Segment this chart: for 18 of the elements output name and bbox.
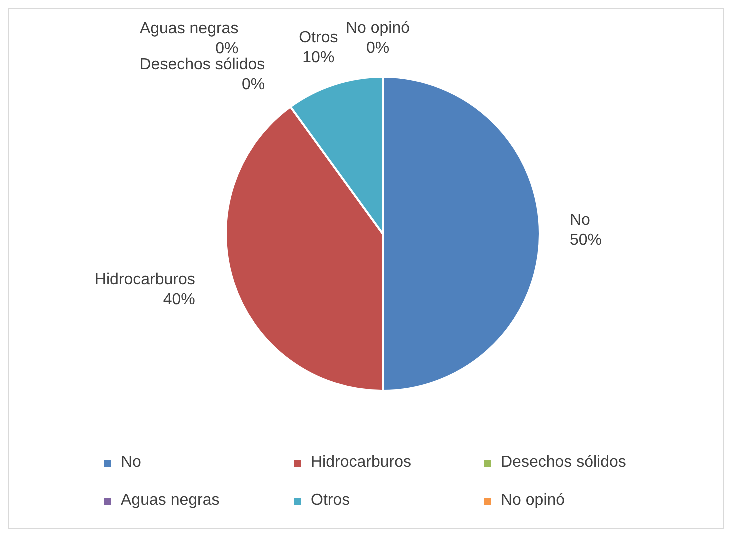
category-label: Desechos sólidos	[140, 56, 266, 74]
data-label: 50%	[570, 232, 602, 249]
slice-label: Hidrocarburos	[94, 271, 196, 288]
legend-label: Otros	[310, 492, 352, 510]
legend-label: No opinó	[500, 492, 566, 510]
text: 0%	[366, 40, 390, 57]
data-label: 10%	[302, 49, 335, 66]
text: 0%	[216, 40, 239, 58]
category-label: No opinó	[346, 20, 410, 37]
data-label: 40%	[163, 291, 196, 308]
text: 0%	[242, 76, 266, 94]
legend-label: Aguas negras	[120, 492, 221, 510]
legend-label: Hidrocarburos	[310, 454, 412, 472]
slice-label: Otros	[299, 29, 338, 46]
legend-label: Desechos sólidos	[500, 454, 628, 472]
category-label: Aguas negras	[140, 20, 239, 38]
legend-label: No	[120, 454, 142, 472]
slice-label: No	[570, 212, 591, 229]
